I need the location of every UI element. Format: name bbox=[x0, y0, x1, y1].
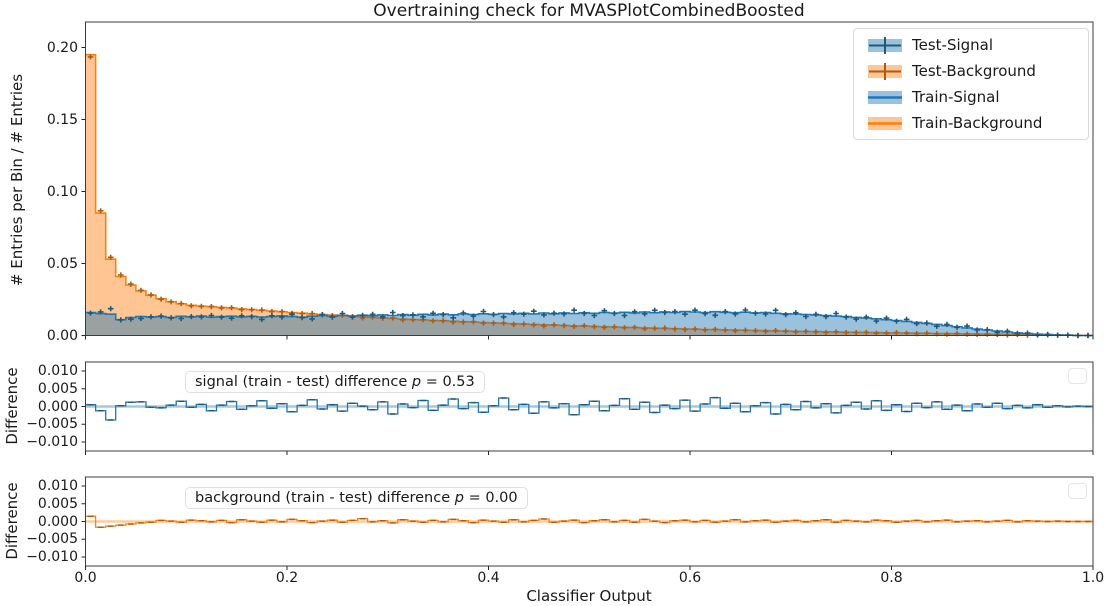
legend-item-train-signal: Train-Signal bbox=[854, 84, 1088, 110]
chart-title: Overtraining check for MVASPlotCombinedB… bbox=[373, 1, 805, 21]
signal-diff-ytick-label: 0.000 bbox=[37, 398, 78, 415]
background-diff-ytick-label: −0.010 bbox=[26, 549, 78, 565]
train-signal-fill bbox=[85, 311, 1093, 336]
main-ytick-label: 0.00 bbox=[46, 327, 78, 344]
legend: Test-Signal Test-Background Train-Signal… bbox=[853, 28, 1089, 140]
signal-diff-step bbox=[85, 396, 1093, 421]
x-axis-label: Classifier Output bbox=[526, 587, 652, 605]
signal-diff-y-axis-label: Difference bbox=[3, 367, 21, 445]
background-diff-annotation: background (train - test) difference p =… bbox=[185, 487, 528, 509]
legend-label: Test-Background bbox=[912, 62, 1036, 80]
main-plot bbox=[85, 21, 1094, 339]
main-axes-frame bbox=[85, 21, 1094, 336]
annotation-p-symbol: p bbox=[454, 490, 464, 506]
main-ytick-label: 0.05 bbox=[46, 255, 78, 272]
x-tick-label: 0.6 bbox=[678, 570, 702, 586]
test-background-marker-icon bbox=[868, 62, 902, 80]
x-tick-label: 0.4 bbox=[477, 570, 500, 586]
annotation-p-value: = 0.00 bbox=[463, 490, 518, 506]
background-diff-ytick-label: 0.005 bbox=[37, 495, 78, 512]
axis-ticks bbox=[81, 47, 1094, 570]
legend-item-test-background: Test-Background bbox=[854, 58, 1088, 84]
main-ytick-label: 0.20 bbox=[46, 39, 78, 56]
legend-label: Test-Signal bbox=[912, 36, 994, 54]
train-signal-step bbox=[85, 310, 1093, 337]
signal-diff-annotation: signal (train - test) difference p = 0.5… bbox=[185, 371, 485, 393]
background-diff-y-axis-label: Difference bbox=[3, 482, 21, 560]
train-signal-marker-icon bbox=[868, 90, 902, 104]
signal-diff-ytick-label: −0.010 bbox=[26, 434, 78, 450]
empty-legend-box bbox=[1068, 483, 1087, 499]
annotation-p-symbol: p bbox=[411, 374, 422, 390]
legend-label: Train-Background bbox=[912, 114, 1043, 132]
annotation-text: background (train - test) difference bbox=[195, 490, 455, 506]
background-diff-points bbox=[87, 515, 1091, 528]
empty-legend-box bbox=[1068, 368, 1087, 384]
signal-diff-ytick-label: 0.005 bbox=[37, 380, 78, 397]
background-diff-ytick-label: 0.000 bbox=[37, 513, 78, 530]
main-ytick-label: 0.10 bbox=[46, 183, 78, 200]
x-tick-label: 0.8 bbox=[880, 570, 903, 586]
signal-diff-ytick-label: 0.010 bbox=[37, 363, 78, 379]
annotation-p-value: = 0.53 bbox=[421, 374, 475, 390]
test-signal-marker-icon bbox=[868, 36, 902, 54]
x-tick-label: 1.0 bbox=[1081, 570, 1105, 586]
background-diff-ytick-label: 0.010 bbox=[37, 478, 78, 494]
signal-diff-points bbox=[87, 396, 1091, 421]
test-signal-points bbox=[87, 306, 1091, 339]
legend-item-train-background: Train-Background bbox=[854, 110, 1088, 136]
train-background-fill bbox=[85, 54, 1093, 336]
main-y-axis-label: # Entries per Bin / # Entries bbox=[8, 73, 26, 287]
x-tick-label: 0.2 bbox=[275, 570, 299, 586]
legend-label: Train-Signal bbox=[912, 88, 1000, 106]
background-diff-ytick-label: −0.005 bbox=[26, 531, 78, 548]
x-tick-label: 0.0 bbox=[74, 570, 97, 586]
test-background-points bbox=[87, 54, 1091, 339]
signal-diff-ytick-label: −0.005 bbox=[26, 416, 78, 433]
train-background-marker-icon bbox=[868, 116, 902, 130]
legend-item-test-signal: Test-Signal bbox=[854, 32, 1088, 58]
annotation-text: signal (train - test) difference bbox=[195, 374, 412, 390]
main-ytick-label: 0.15 bbox=[46, 111, 78, 128]
